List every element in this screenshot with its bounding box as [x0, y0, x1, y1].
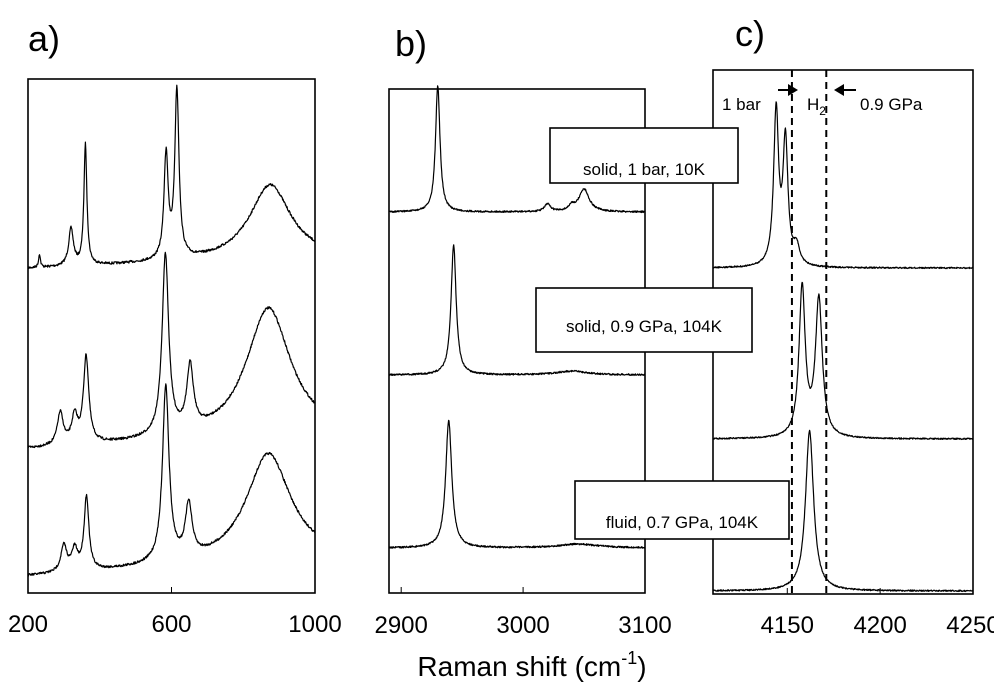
- panel-c-spectrum-3: [712, 429, 974, 593]
- panel-c-spectrum-1: [712, 101, 974, 270]
- label-box-solid-0p9gpa: solid, 0.9 GPa, 104K: [535, 287, 753, 353]
- panel-a-spectrum-2: [27, 251, 316, 449]
- panel-a-label: a): [28, 18, 60, 59]
- panel-c-tick-label: 4150: [761, 612, 814, 639]
- panel-b-label: b): [395, 23, 427, 64]
- arrow-right-icon: [778, 84, 798, 96]
- panel-b-spectrum-1: [388, 85, 646, 214]
- annotation-1bar: 1 bar: [722, 95, 761, 114]
- panel-c: 4150 4200 4250 1 bar H2 0.9 GPa: [712, 69, 994, 639]
- label-box-solid-1bar: solid, 1 bar, 10K: [549, 127, 739, 184]
- panel-b-tick-label: 2900: [374, 612, 427, 639]
- panel-c-tick-label: 4200: [853, 612, 906, 639]
- label-box-fluid-0p7gpa: fluid, 0.7 GPa, 104K: [574, 480, 790, 540]
- panel-c-label: c): [735, 13, 765, 54]
- panel-b-tick-label: 3100: [618, 612, 671, 639]
- panel-b-spectrum-2: [388, 244, 646, 377]
- panel-c-tick-label: 4250: [946, 612, 994, 639]
- panel-a-spectrum-3: [27, 383, 316, 577]
- panel-a-frame: [27, 78, 316, 594]
- panel-b-tick-label: 3000: [496, 612, 549, 639]
- panel-b: 2900 3000 3100: [374, 85, 672, 639]
- panel-b-spectrum-3: [388, 419, 646, 549]
- arrow-left-icon: [834, 84, 856, 96]
- panel-a-tick-label: 200: [8, 611, 48, 638]
- panel-a-tick-label: 600: [151, 611, 191, 638]
- panel-a: 200 600 1000: [8, 78, 342, 638]
- panel-a-spectrum-1: [27, 84, 316, 270]
- annotation-0p9gpa: 0.9 GPa: [860, 95, 923, 114]
- label-solid-0p9gpa: solid, 0.9 GPa, 104K: [566, 317, 723, 336]
- label-fluid-0p7gpa: fluid, 0.7 GPa, 104K: [606, 513, 759, 532]
- panel-a-tick-label: 1000: [288, 611, 341, 638]
- label-solid-1bar: solid, 1 bar, 10K: [583, 160, 706, 179]
- panel-c-spectrum-2: [712, 281, 974, 441]
- annotation-h2: H2: [807, 95, 826, 118]
- x-axis-label: Raman shift (cm-1): [417, 648, 646, 682]
